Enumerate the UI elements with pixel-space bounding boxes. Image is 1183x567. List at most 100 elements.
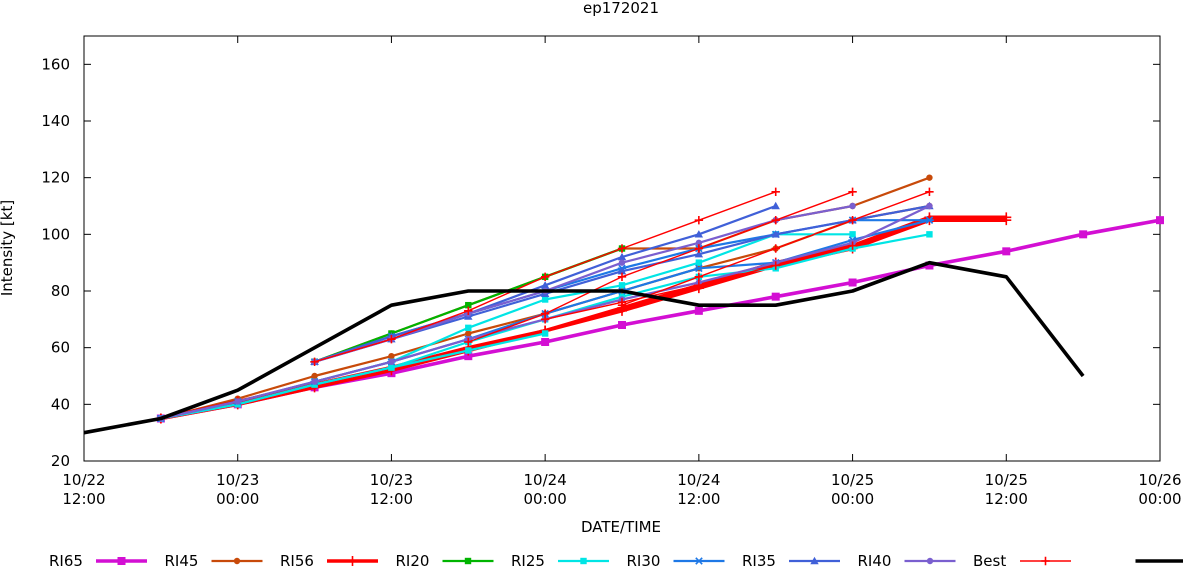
data-point [233, 557, 241, 565]
data-point [618, 321, 626, 329]
x-tick-label: 10/25 [985, 471, 1028, 489]
data-point [540, 315, 550, 324]
series-track [83, 260, 1085, 435]
data-point [541, 296, 549, 303]
data-point [617, 252, 627, 261]
data-point [1001, 215, 1012, 226]
data-point [1041, 556, 1050, 566]
data-point [695, 259, 703, 266]
x-axis: 10/2212:0010/2300:0010/2312:0010/2400:00… [62, 36, 1182, 508]
data-point [926, 557, 934, 565]
x-tick-label: 00:00 [524, 490, 567, 508]
x-tick-label: 10/23 [370, 471, 413, 489]
data-point [617, 266, 627, 275]
x-tick-label: 10/25 [831, 471, 874, 489]
x-tick-label: 10/23 [216, 471, 259, 489]
data-point [464, 557, 472, 565]
legend-label: RI20 [396, 552, 430, 567]
data-point [848, 241, 857, 250]
legend-label: RI45 [165, 552, 199, 567]
chart-title: ep172021 [583, 0, 659, 17]
legend-item: RI40 [858, 552, 956, 567]
data-point [465, 301, 472, 309]
legend-label: RI40 [858, 552, 892, 567]
data-point [926, 174, 933, 181]
legend: RI65 RI45 RI56 RI20 RI25 RI30 RI35 RI40 Best [49, 552, 1183, 567]
x-axis-label: DATE/TIME [581, 518, 661, 536]
y-axis-label: Intensity [kt] [0, 200, 16, 296]
data-point [617, 244, 627, 253]
y-axis: 20 40 60 80 100 120 140 160 [41, 55, 1160, 470]
y-tick-label: 100 [41, 225, 70, 243]
data-point [347, 556, 358, 566]
data-point [849, 202, 856, 210]
data-point [694, 249, 704, 258]
x-tick-label: 00:00 [1138, 490, 1181, 508]
x-tick-label: 12:00 [677, 490, 720, 508]
data-point [694, 264, 704, 273]
data-point [387, 334, 396, 344]
series-line [83, 260, 1085, 435]
data-point [464, 352, 473, 361]
data-point [618, 259, 626, 266]
data-point [580, 557, 587, 565]
legend-item: RI25 [511, 552, 609, 567]
series-best [310, 187, 934, 367]
data-point [464, 306, 473, 316]
y-tick-label: 20 [51, 452, 70, 470]
x-tick-label: 00:00 [831, 490, 874, 508]
data-point [465, 330, 472, 337]
data-point [388, 364, 395, 371]
data-point [694, 215, 704, 225]
data-point [694, 244, 704, 253]
x-tick-label: 12:00 [985, 490, 1028, 508]
data-point [541, 338, 550, 346]
y-tick-label: 120 [41, 169, 70, 187]
series-ri65 [156, 216, 1164, 423]
y-tick-label: 140 [41, 112, 70, 130]
data-point [771, 215, 780, 225]
data-point [926, 231, 933, 238]
legend-item: RI35 [742, 552, 840, 567]
legend-label: RI65 [49, 552, 83, 567]
data-point [465, 324, 472, 332]
data-point [1002, 247, 1011, 256]
data-point [925, 216, 934, 224]
data-point [311, 378, 318, 385]
data-point [771, 292, 780, 301]
legend-label: RI35 [742, 552, 776, 567]
data-point [464, 337, 473, 347]
x-tick-label: 10/22 [62, 471, 105, 489]
data-point [810, 556, 819, 565]
data-point [388, 358, 395, 366]
data-point [848, 278, 857, 287]
data-point [694, 272, 704, 282]
y-tick-label: 60 [51, 339, 70, 357]
data-point [465, 347, 472, 354]
data-point [541, 330, 549, 337]
legend-item: Best [973, 552, 1071, 567]
legend-item: RI56 [280, 552, 378, 567]
data-point [848, 215, 857, 225]
data-point [617, 272, 627, 282]
data-point [1156, 216, 1164, 225]
data-point [695, 239, 703, 247]
x-tick-label: 12:00 [62, 490, 105, 508]
data-point [849, 231, 856, 238]
data-point [117, 557, 126, 565]
series-line [468, 191, 853, 343]
data-point [1079, 230, 1088, 239]
x-tick-label: 10/24 [524, 471, 567, 489]
legend-label: Best [973, 552, 1006, 567]
data-point [388, 352, 395, 360]
data-point [771, 230, 780, 238]
y-tick-label: 160 [41, 55, 70, 73]
data-point [694, 557, 704, 565]
legend-label: RI30 [627, 552, 661, 567]
legend-item: RI45 [165, 552, 263, 567]
data-point [618, 282, 626, 289]
x-tick-label: 12:00 [370, 490, 413, 508]
legend-item: RI65 [49, 552, 147, 567]
series-layer [83, 174, 1164, 435]
